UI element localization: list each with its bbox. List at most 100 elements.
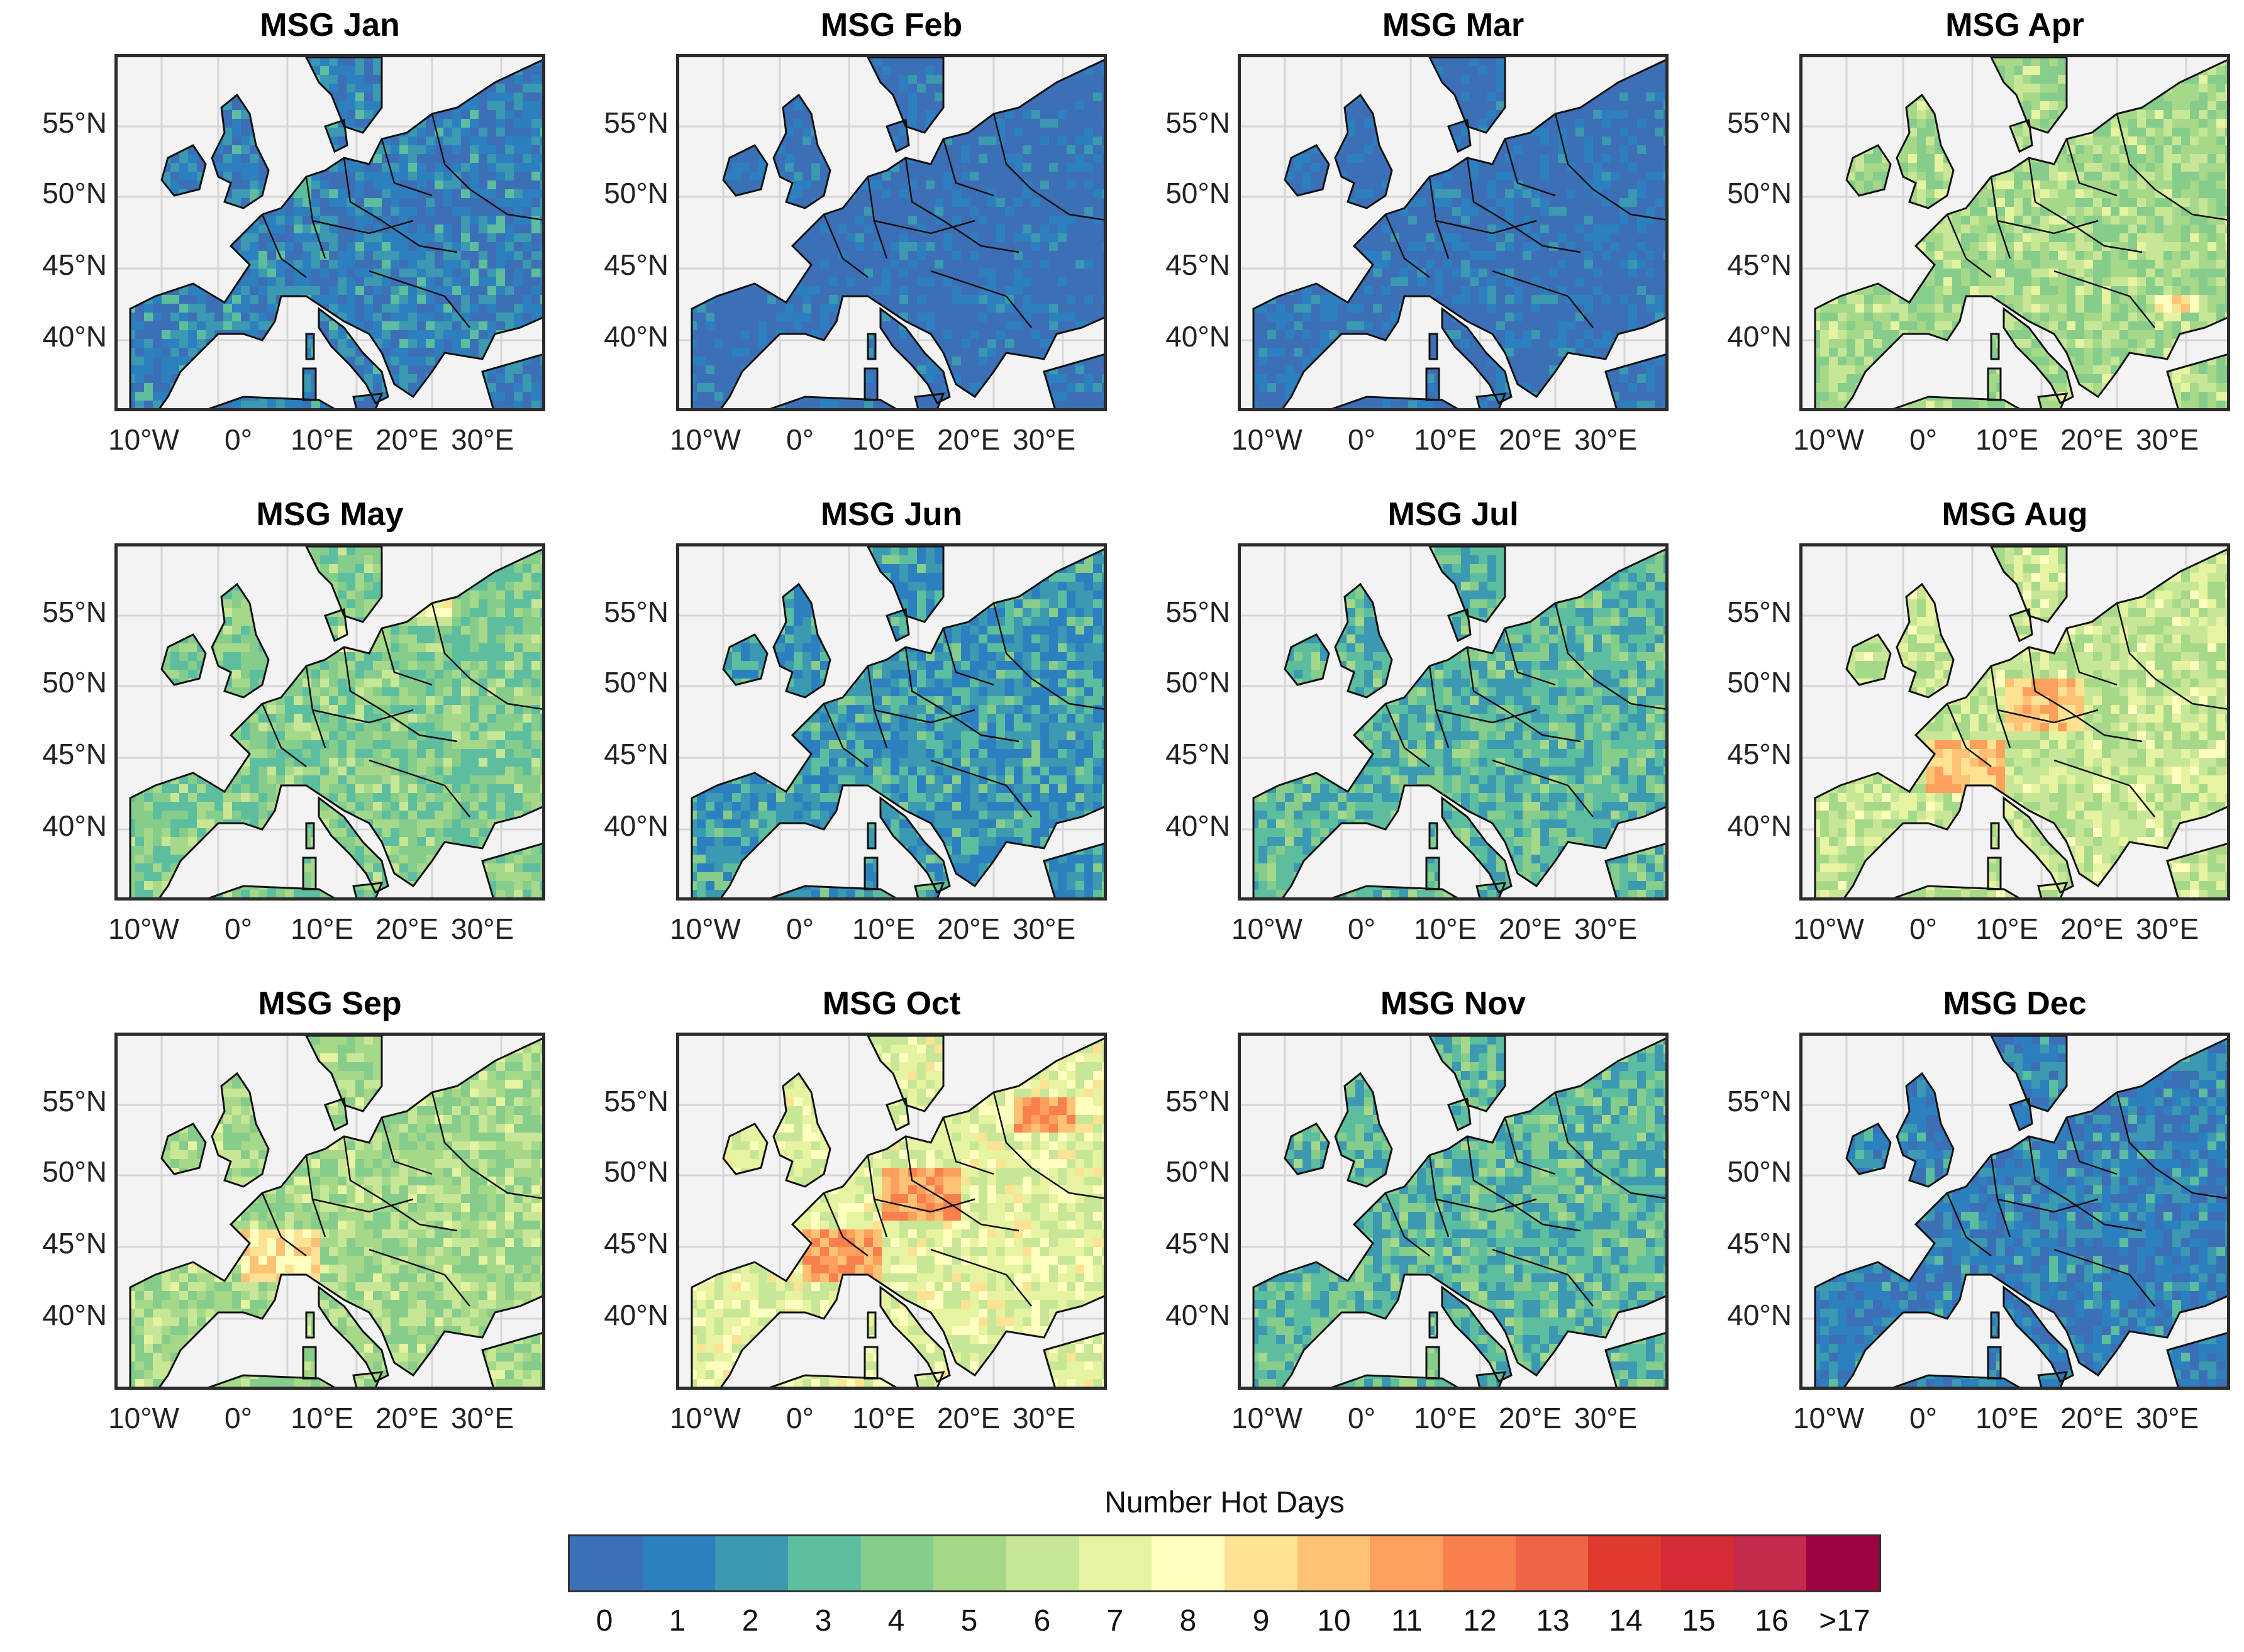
hot-days-pixel <box>2093 295 2102 304</box>
hot-days-pixel <box>347 758 355 767</box>
hot-days-pixel <box>1891 101 1899 110</box>
hot-days-pixel <box>223 643 232 652</box>
hot-days-pixel <box>706 216 714 225</box>
hot-days-pixel <box>540 374 542 383</box>
hot-days-pixel <box>2199 216 2208 225</box>
hot-days-pixel <box>276 128 285 136</box>
hot-days-pixel <box>2102 92 2111 101</box>
hot-days-pixel <box>443 582 452 590</box>
hot-days-pixel <box>794 313 803 321</box>
hot-days-pixel <box>399 582 408 590</box>
hot-days-pixel <box>697 357 706 365</box>
hot-days-pixel <box>1505 198 1514 207</box>
hot-days-pixel <box>2199 154 2208 163</box>
hot-days-pixel <box>706 207 714 216</box>
hot-days-pixel <box>373 582 382 590</box>
hot-days-pixel <box>829 357 838 365</box>
hot-days-pixel <box>408 313 417 321</box>
hot-days-pixel <box>1461 260 1470 269</box>
hot-days-pixel <box>276 564 285 573</box>
hot-days-pixel <box>443 546 452 555</box>
hot-days-pixel <box>487 101 496 110</box>
hot-days-pixel <box>2058 92 2067 101</box>
hot-days-pixel <box>1391 66 1399 75</box>
hot-days-pixel <box>188 242 197 251</box>
hot-days-pixel <box>1891 92 1899 101</box>
hot-days-pixel <box>1935 321 1943 330</box>
hot-days-pixel <box>206 313 214 321</box>
hot-days-pixel <box>1891 57 1899 66</box>
hot-days-pixel <box>2128 225 2137 233</box>
hot-days-pixel <box>1496 172 1505 180</box>
hot-days-pixel <box>206 180 214 189</box>
hot-days-pixel <box>241 321 250 330</box>
hot-days-pixel <box>303 286 311 295</box>
hot-days-pixel <box>364 180 373 189</box>
hot-days-pixel <box>311 582 320 590</box>
hot-days-pixel <box>540 84 542 92</box>
hot-days-pixel <box>1970 365 1979 374</box>
hot-days-pixel <box>276 163 285 172</box>
hot-days-pixel <box>2119 409 2128 411</box>
hot-days-pixel <box>1417 409 1426 411</box>
hot-days-pixel <box>329 758 338 767</box>
hot-days-pixel <box>461 66 470 75</box>
hot-days-pixel <box>470 670 479 679</box>
hot-days-pixel <box>443 84 452 92</box>
hot-days-pixel <box>267 374 276 383</box>
hot-days-pixel <box>250 365 258 374</box>
hot-days-pixel <box>2005 198 2014 207</box>
hot-days-pixel <box>311 749 320 758</box>
hot-days-pixel <box>1303 57 1311 66</box>
hot-days-pixel <box>1355 383 1364 392</box>
hot-days-pixel <box>267 767 276 775</box>
hot-days-pixel <box>452 767 461 775</box>
hot-days-pixel <box>355 357 364 365</box>
hot-days-pixel <box>1838 233 1847 242</box>
hot-days-pixel <box>232 643 241 652</box>
hot-days-pixel <box>1311 66 1320 75</box>
hot-days-pixel <box>170 225 179 233</box>
hot-days-pixel <box>952 357 961 365</box>
hot-days-pixel <box>838 92 847 101</box>
hot-days-pixel <box>320 582 329 590</box>
hot-days-pixel <box>241 189 250 198</box>
hot-days-pixel <box>1961 233 1970 242</box>
hot-days-pixel <box>408 163 417 172</box>
hot-days-pixel <box>1258 163 1267 172</box>
hot-days-pixel <box>829 409 838 411</box>
hot-days-pixel <box>1294 409 1303 411</box>
hot-days-pixel <box>479 119 487 128</box>
hot-days-pixel <box>1815 330 1820 339</box>
hot-days-pixel <box>435 216 443 225</box>
hot-days-pixel <box>408 670 417 679</box>
hot-days-pixel <box>1952 110 1961 119</box>
hot-days-pixel <box>2146 339 2155 348</box>
hot-days-pixel <box>1067 295 1075 304</box>
hot-days-pixel <box>470 145 479 154</box>
hot-days-pixel <box>443 608 452 617</box>
hot-days-pixel <box>531 599 540 608</box>
hot-days-pixel <box>2119 207 2128 216</box>
hot-days-pixel <box>2146 286 2155 295</box>
hot-days-pixel <box>435 374 443 383</box>
longitude-tick-label: 10°W <box>108 423 179 456</box>
hot-days-pixel <box>417 374 426 383</box>
hot-days-pixel <box>435 269 443 277</box>
hot-days-pixel <box>1873 401 1882 408</box>
hot-days-pixel <box>2172 110 2181 119</box>
hot-days-pixel <box>2155 269 2163 277</box>
hot-days-pixel <box>1864 180 1873 189</box>
hot-days-pixel <box>347 145 355 154</box>
hot-days-pixel <box>1815 225 1820 233</box>
hot-days-pixel <box>1961 154 1970 163</box>
hot-days-pixel <box>364 277 373 286</box>
hot-days-pixel <box>1258 66 1267 75</box>
hot-days-pixel <box>1514 189 1523 198</box>
hot-days-pixel <box>285 599 294 608</box>
hot-days-pixel <box>531 573 540 582</box>
hot-days-pixel <box>1646 365 1655 374</box>
hot-days-pixel <box>179 260 188 269</box>
hot-days-pixel <box>2023 172 2031 180</box>
hot-days-pixel <box>531 564 540 573</box>
